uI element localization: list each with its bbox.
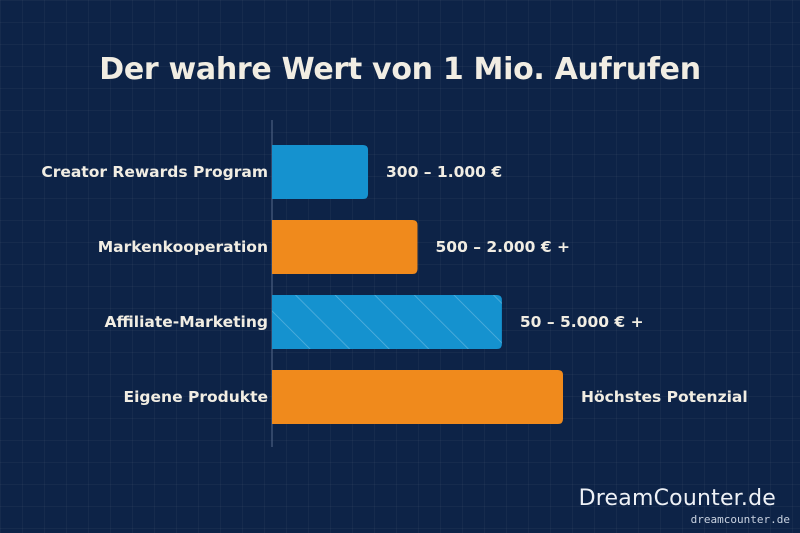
bar (272, 220, 418, 274)
value-label: 50 – 5.000 € + (520, 313, 644, 331)
brand-logo-text: DreamCounter.de (578, 486, 776, 511)
category-label: Creator Rewards Program (41, 163, 268, 181)
chart-title: Der wahre Wert von 1 Mio. Aufrufen (99, 52, 701, 87)
bar-hatch (272, 295, 502, 349)
bar (272, 370, 563, 424)
bar (272, 145, 369, 199)
brand-watermark: dreamcounter.de (690, 513, 790, 526)
category-label: Markenkooperation (98, 238, 268, 256)
category-label: Eigene Produkte (124, 388, 268, 406)
value-label: 500 – 2.000 € + (436, 238, 571, 256)
category-label: Affiliate-Marketing (104, 313, 268, 331)
value-label: 300 – 1.000 € (386, 163, 502, 181)
value-label: Höchstes Potenzial (581, 388, 748, 406)
